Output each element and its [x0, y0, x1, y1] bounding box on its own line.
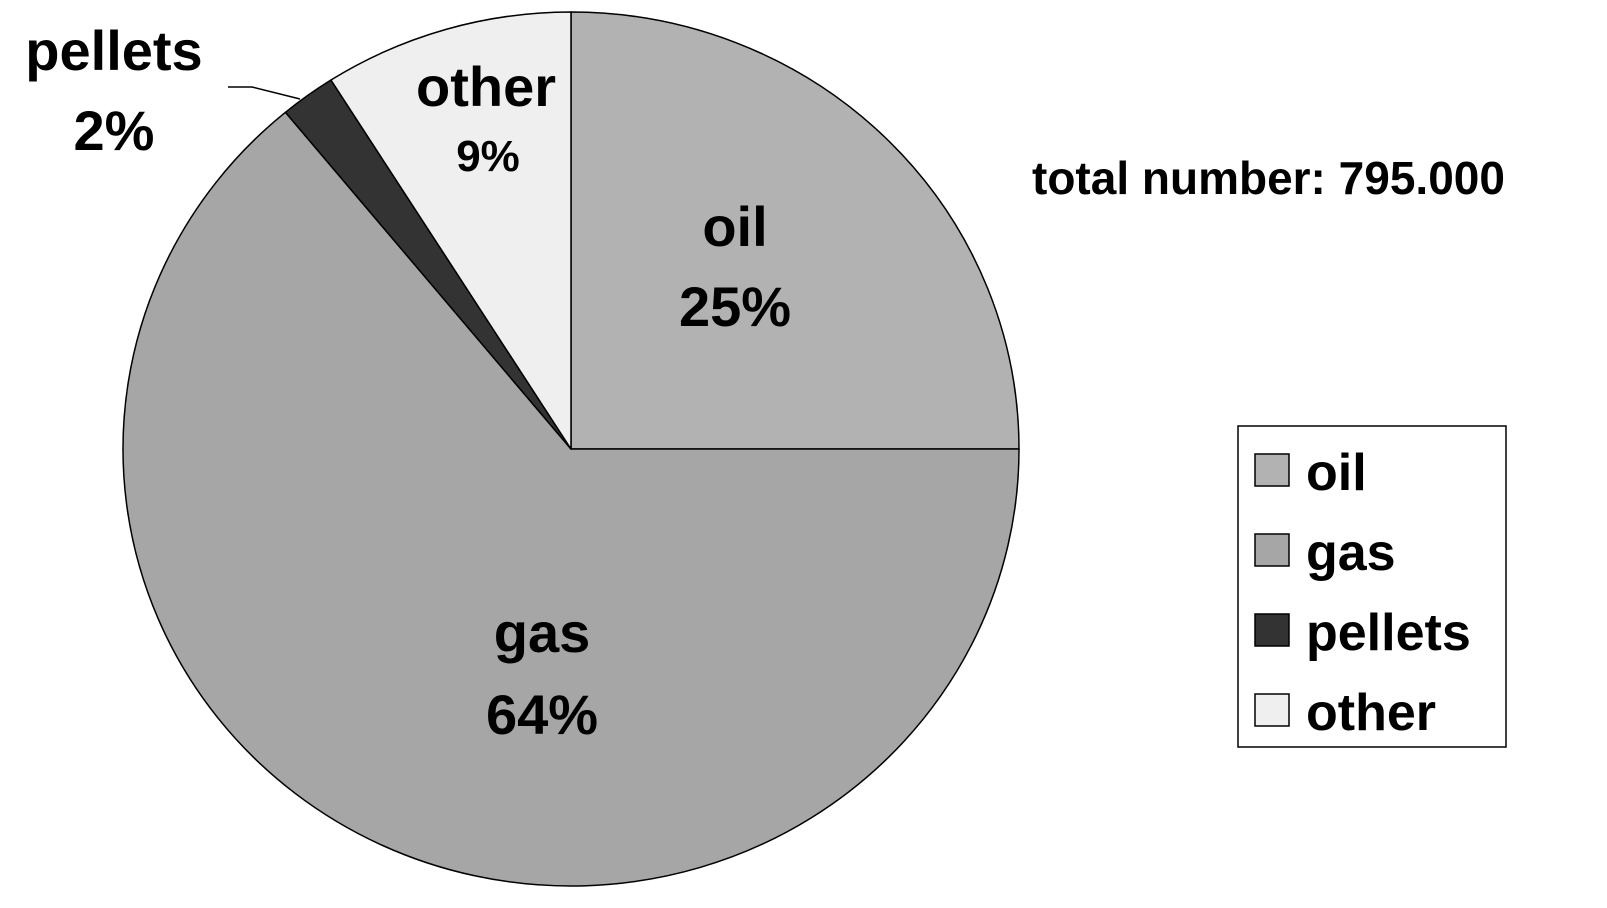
total-number-annotation: total number: 795.000: [1032, 152, 1505, 204]
legend: oil gas pellets other: [1237, 425, 1507, 748]
pie-slice-other: [330, 11, 572, 450]
legend-item-other: other: [1254, 684, 1436, 742]
legend-item-gas: gas: [1254, 524, 1396, 582]
slice-label-other-name: other: [416, 55, 556, 118]
legend-swatch-oil: [1254, 453, 1290, 487]
legend-swatch-pellets: [1254, 613, 1290, 647]
legend-swatch-gas: [1254, 533, 1290, 567]
legend-label-oil: oil: [1306, 444, 1367, 502]
legend-label-other: other: [1306, 684, 1436, 742]
pie-slice-gas: [122, 111, 1020, 887]
slice-label-oil-percent: 25%: [679, 275, 791, 338]
pie-slices: [122, 11, 1020, 887]
slice-label-other-percent: 9%: [456, 132, 520, 181]
slice-label-gas-percent: 64%: [486, 683, 598, 746]
pie-slice-oil: [570, 11, 1020, 450]
legend-item-oil: oil: [1254, 444, 1367, 502]
legend-swatch-other: [1254, 693, 1290, 727]
pellets-leader-line: [228, 86, 301, 100]
slice-label-pellets-percent: 2%: [74, 99, 155, 162]
slice-label-oil-name: oil: [702, 195, 767, 258]
slice-label-pellets-name: pellets: [25, 19, 202, 82]
legend-item-pellets: pellets: [1254, 604, 1471, 662]
legend-label-gas: gas: [1306, 524, 1396, 582]
legend-label-pellets: pellets: [1306, 604, 1471, 662]
slice-labels: oil 25% gas 64% pellets 2% other 9%: [25, 19, 791, 746]
slice-label-gas-name: gas: [494, 601, 591, 664]
